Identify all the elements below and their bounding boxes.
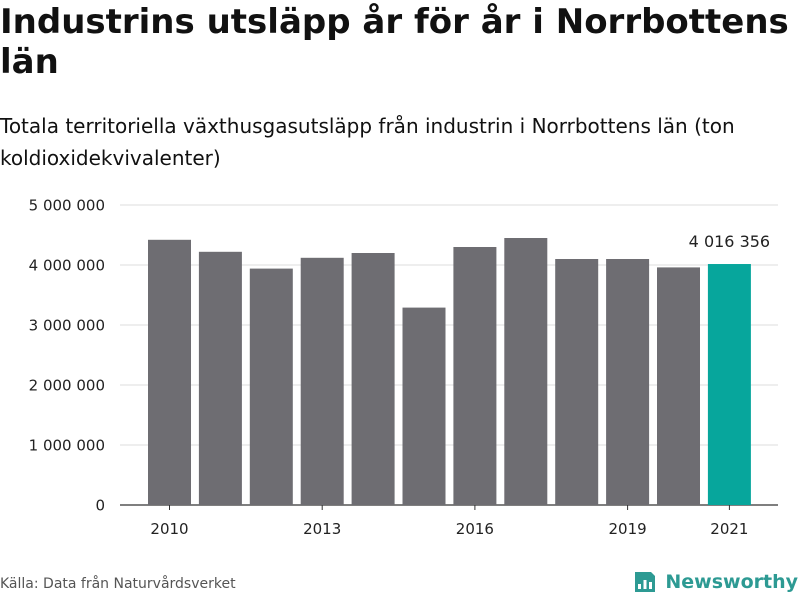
bar (606, 259, 650, 505)
labels: 0 1 000 000 2 000 000 3 000 000 4 000 000 5 0… (29, 197, 770, 539)
bar (707, 264, 751, 505)
bar (657, 267, 700, 505)
bar (249, 268, 293, 505)
y-tick-label: 0 (95, 497, 105, 515)
x-tick-label: 2021 (710, 520, 748, 538)
brand-name: Newsworthy (665, 571, 798, 593)
bar (351, 253, 395, 505)
bar (148, 239, 191, 506)
chart-subtitle: Totala territoriella växthusgasutsläpp f… (0, 114, 735, 170)
bar (504, 238, 548, 505)
newsworthy-logo-icon (635, 572, 656, 592)
x-tick-label: 2013 (303, 520, 341, 538)
y-tick-label: 5 000 000 (29, 197, 105, 215)
y-tick-label: 2 000 000 (29, 377, 105, 395)
bar-chart: 0 1 000 000 2 000 000 3 000 000 4 000 000 5 0… (29, 197, 778, 539)
x-tick-label: 2016 (456, 520, 494, 538)
y-tick-label: 1 000 000 (29, 437, 105, 455)
bar (555, 259, 599, 505)
data-label: 4 016 356 (689, 232, 770, 251)
bar (453, 247, 497, 505)
brand-logo: Newsworthy (633, 568, 798, 596)
bar (300, 257, 344, 505)
bar (198, 251, 242, 505)
chart-title: Industrins utsläpp år för år i Norrbotte… (0, 2, 789, 82)
x-tick-label: 2019 (609, 520, 647, 538)
x-tick-label: 2010 (150, 520, 188, 538)
y-tick-label: 4 000 000 (29, 257, 105, 275)
source-note: Källa: Data från Naturvårdsverket (0, 576, 236, 592)
bars (148, 238, 751, 506)
y-tick-label: 3 000 000 (29, 317, 105, 335)
bar (402, 307, 446, 505)
